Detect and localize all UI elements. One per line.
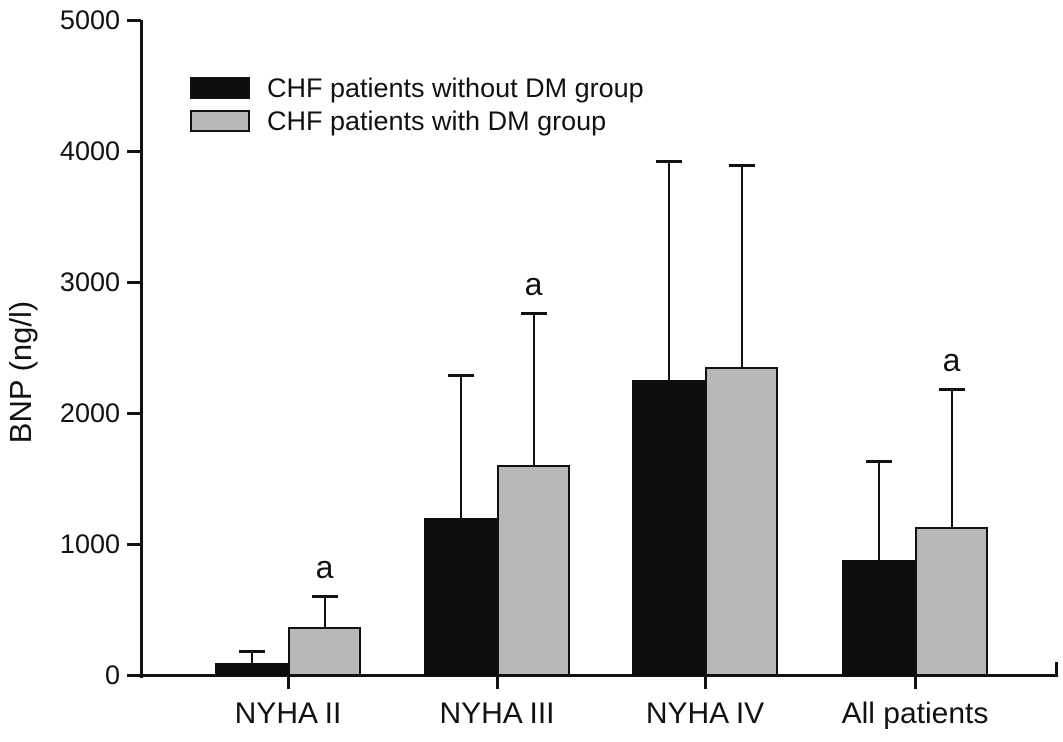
x-axis-line <box>140 674 1058 677</box>
x-tick <box>495 676 499 689</box>
error-bar-line <box>667 161 670 381</box>
x-tick <box>913 676 917 689</box>
y-tick-label: 4000 <box>59 136 120 166</box>
bar-with-dm <box>705 367 778 676</box>
legend-label-with-dm: CHF patients with DM group <box>267 105 607 136</box>
legend-swatch-without-dm <box>190 77 250 99</box>
error-bar-line <box>740 165 743 368</box>
x-axis-end-tick <box>1055 662 1058 676</box>
x-tick <box>286 676 290 689</box>
legend-item-without-dm: CHF patients without DM group <box>190 72 644 103</box>
significance-annotation: a <box>315 549 334 586</box>
significance-annotation: a <box>524 266 543 303</box>
y-tick <box>127 149 141 153</box>
error-bar-cap <box>938 388 965 392</box>
error-bar-cap <box>728 164 755 168</box>
error-bar-line <box>323 596 326 627</box>
error-bar-cap <box>655 160 682 164</box>
error-bar-cap <box>520 312 547 316</box>
x-axis-label: NYHA III <box>439 697 555 730</box>
y-tick-label: 5000 <box>59 5 120 35</box>
error-bar-line <box>459 375 462 518</box>
bar-with-dm <box>915 526 988 676</box>
y-tick-label: 0 <box>104 660 120 690</box>
y-tick-label: 2000 <box>59 398 120 428</box>
x-tick <box>703 676 707 689</box>
significance-annotation: a <box>942 342 961 379</box>
error-bar-line <box>877 461 880 560</box>
bar-without-dm <box>842 559 915 676</box>
y-tick <box>127 411 141 415</box>
error-bar-line <box>950 389 953 527</box>
y-tick <box>127 18 141 22</box>
bar-with-dm <box>497 465 570 676</box>
legend-label-without-dm: CHF patients without DM group <box>267 72 644 103</box>
x-axis-label: NYHA IV <box>645 697 765 730</box>
legend-swatch-with-dm <box>190 110 250 132</box>
x-axis-label: All patients <box>841 697 989 730</box>
bar-with-dm <box>288 626 361 676</box>
bar-without-dm <box>632 380 705 676</box>
y-axis-line <box>140 20 143 678</box>
x-axis-label: NYHA II <box>234 697 342 730</box>
legend: CHF patients without DM group CHF patien… <box>190 72 644 141</box>
bar-without-dm <box>215 663 288 676</box>
y-tick <box>127 673 141 677</box>
bar-without-dm <box>424 517 497 676</box>
error-bar-cap <box>447 374 474 377</box>
error-bar-cap <box>311 595 338 599</box>
error-bar-cap <box>238 649 265 653</box>
error-bar-cap <box>865 460 892 464</box>
y-tick-label: 3000 <box>59 267 120 297</box>
error-bar-line <box>532 313 535 466</box>
y-tick-label: 1000 <box>59 529 120 559</box>
error-bar-line <box>250 650 253 664</box>
y-tick <box>127 542 141 546</box>
legend-item-with-dm: CHF patients with DM group <box>190 105 644 136</box>
y-tick <box>127 280 141 284</box>
